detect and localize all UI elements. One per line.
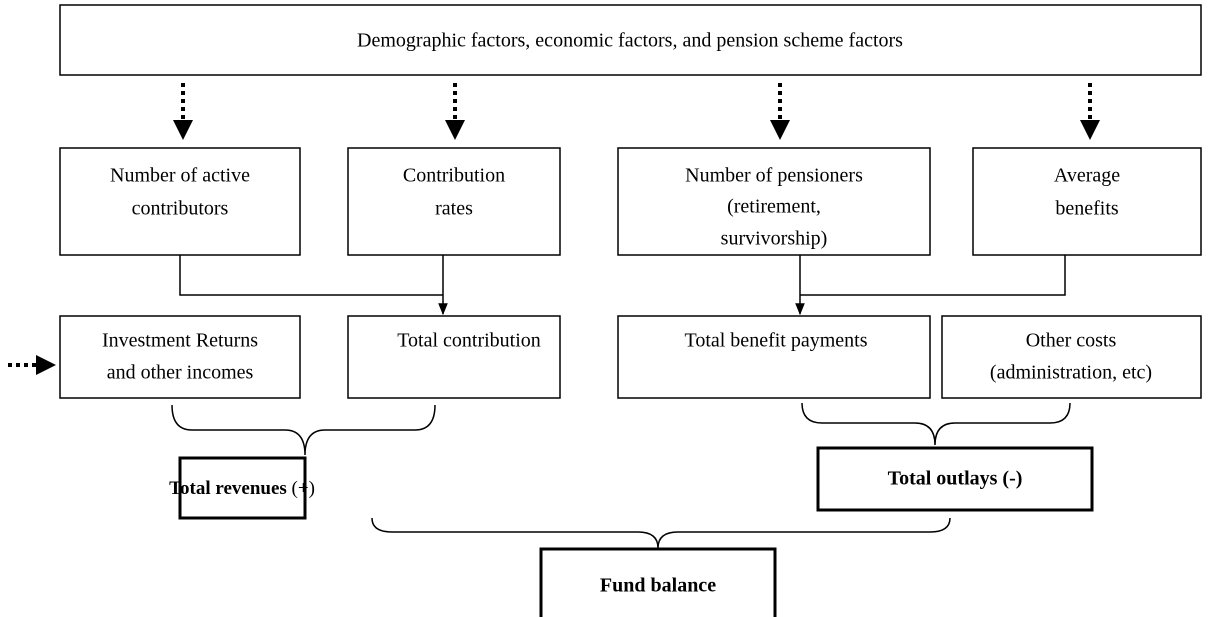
driver-box	[972, 147, 1202, 256]
flow-box	[347, 315, 561, 399]
brace	[171, 404, 436, 456]
header-text: Demographic factors, economic factors, a…	[357, 30, 903, 52]
total-box	[816, 446, 1094, 512]
brace	[371, 517, 951, 549]
driver-box	[617, 147, 931, 256]
driver-text: survivorship)	[721, 228, 828, 250]
flow-text: Total benefit payments	[685, 330, 868, 352]
flow-text: Investment Returns	[102, 330, 258, 352]
flow-box	[941, 315, 1202, 399]
flow-text: and other incomes	[107, 362, 254, 384]
header-box	[59, 4, 1202, 76]
connector	[800, 255, 1066, 296]
driver-text: Number of active	[110, 165, 250, 187]
total-label: Total revenues	[169, 478, 287, 499]
driver-box	[347, 147, 561, 256]
driver-text: (retirement,	[727, 196, 821, 218]
driver-text: benefits	[1055, 198, 1119, 220]
driver-text: contributors	[132, 198, 229, 220]
result-text: Fund balance	[600, 575, 716, 597]
connector	[179, 255, 443, 296]
flow-text: Total contribution	[397, 330, 541, 352]
flow-box	[59, 315, 301, 399]
driver-text: Contribution	[403, 165, 505, 187]
flow-text: Other costs	[1026, 330, 1117, 352]
total-text: Total revenues (+)	[169, 478, 315, 499]
flow-box	[617, 315, 931, 399]
brace	[801, 402, 1071, 446]
driver-text: Number of pensioners	[685, 165, 863, 187]
flow-text: (administration, etc)	[990, 362, 1152, 384]
driver-text: Average	[1054, 165, 1120, 187]
total-text: Total outlays (-)	[888, 468, 1023, 490]
total-sign: (+)	[292, 478, 315, 499]
result-box	[539, 547, 777, 617]
driver-text: rates	[435, 198, 473, 220]
total-box	[178, 456, 307, 520]
